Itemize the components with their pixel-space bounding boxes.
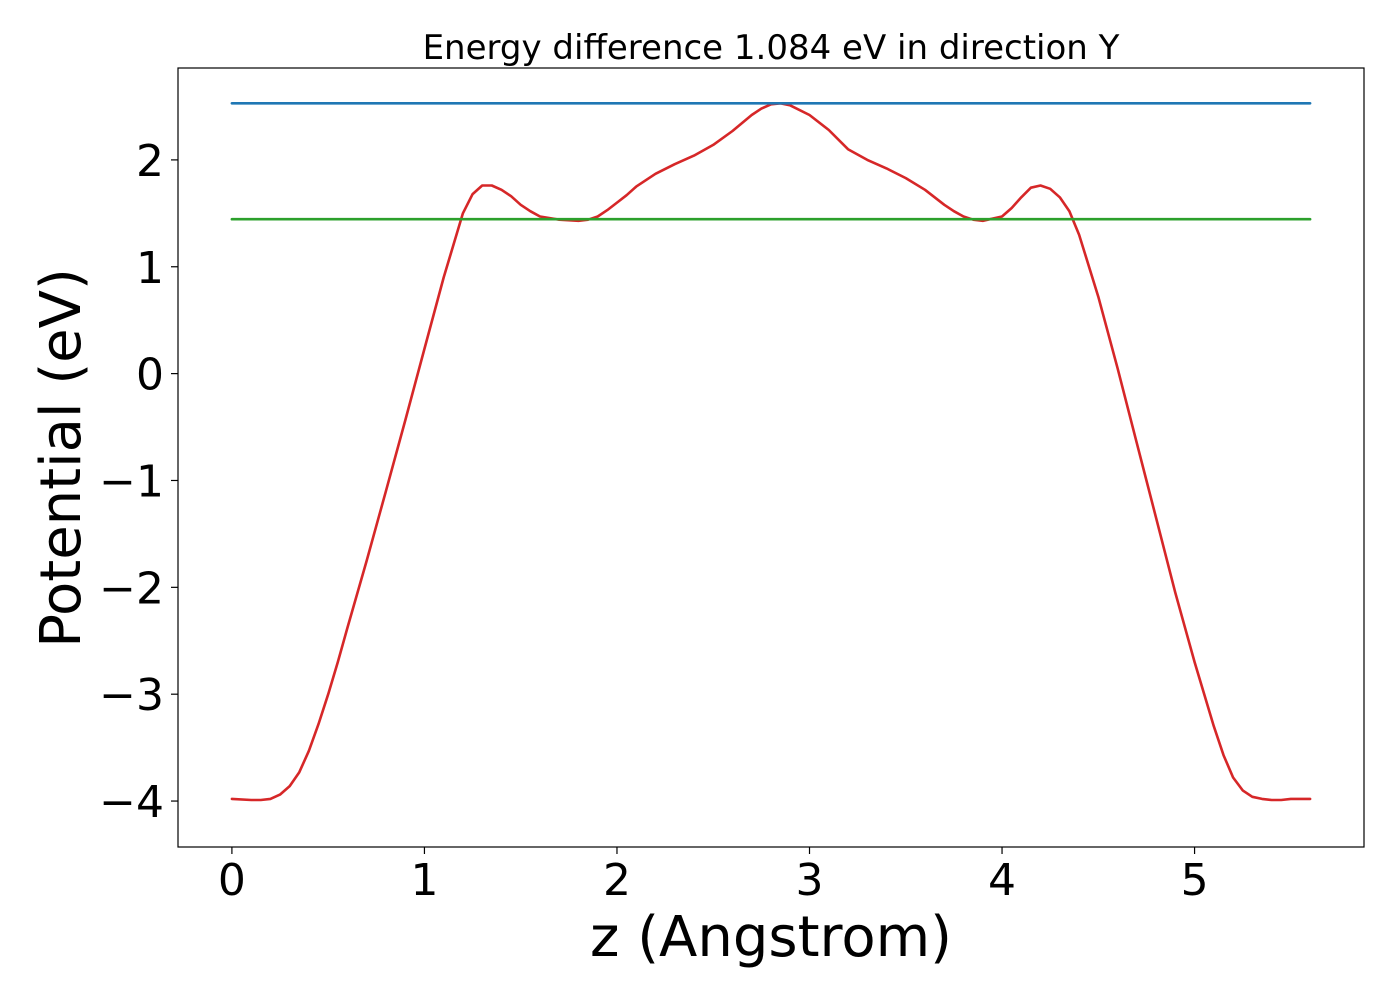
x-tick-label: 4 bbox=[988, 855, 1016, 906]
x-tick-label: 5 bbox=[1181, 855, 1209, 906]
x-tick-label: 2 bbox=[603, 855, 631, 906]
y-tick-label: −3 bbox=[99, 670, 164, 721]
plot-frame bbox=[177, 67, 1365, 848]
x-axis-label: z (Angstrom) bbox=[590, 905, 952, 970]
y-tick-label: 1 bbox=[136, 243, 164, 294]
plot-lines bbox=[230, 102, 1312, 802]
y-tick-label: −1 bbox=[99, 456, 164, 507]
y-axis-ticks: −4 −3 −2 −1 0 1 2 bbox=[99, 136, 178, 828]
series-line-0 bbox=[230, 102, 1312, 802]
y-tick-label: −2 bbox=[99, 563, 164, 614]
x-tick-label: 1 bbox=[410, 855, 438, 906]
y-tick-label: 0 bbox=[136, 350, 164, 401]
x-tick-label: 0 bbox=[218, 855, 246, 906]
y-axis-label: Potential (eV) bbox=[29, 268, 94, 648]
chart-title: Energy difference 1.084 eV in direction … bbox=[423, 28, 1120, 68]
y-tick-label: −4 bbox=[99, 777, 164, 828]
x-tick-label: 3 bbox=[796, 855, 824, 906]
y-tick-label: 2 bbox=[136, 136, 164, 187]
x-axis-ticks: 0 1 2 3 4 5 bbox=[218, 847, 1209, 906]
